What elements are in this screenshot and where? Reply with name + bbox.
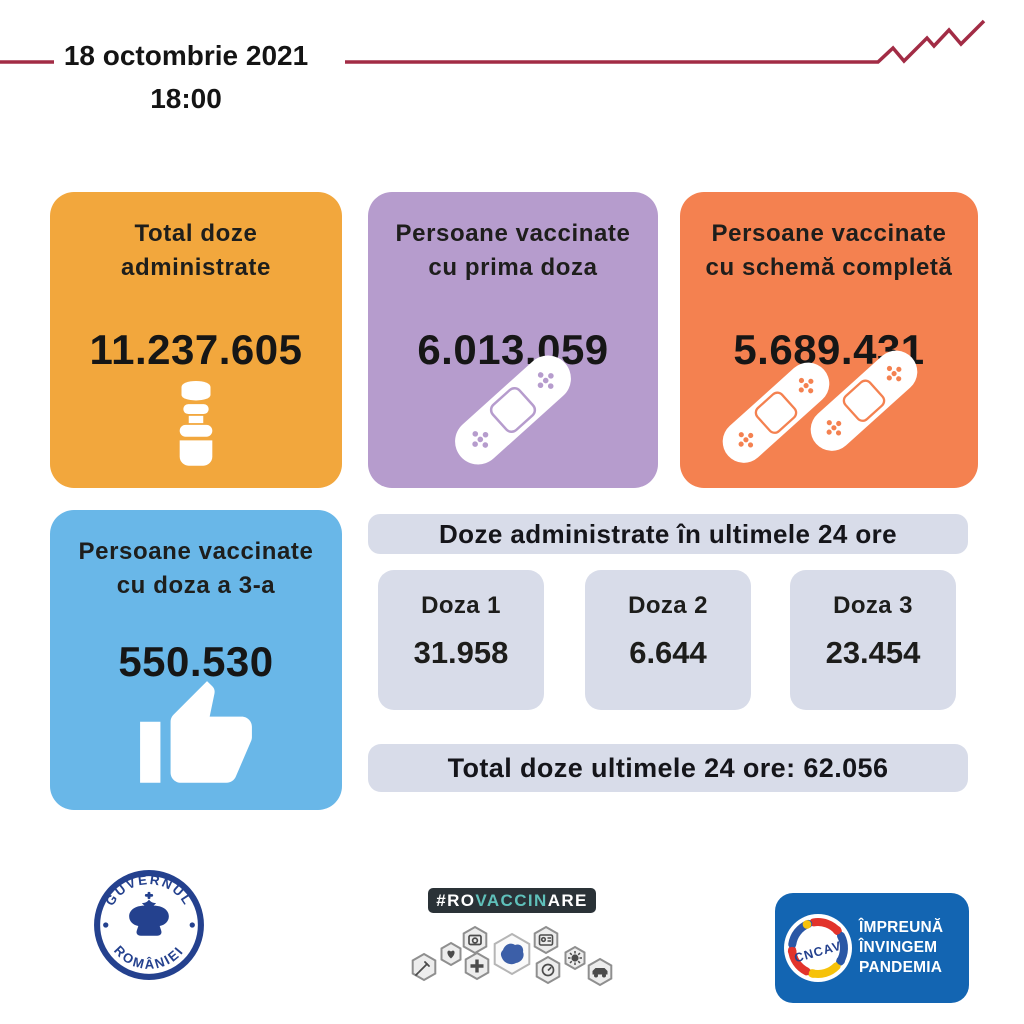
card-title-line2: administrate (121, 254, 271, 282)
coat-of-arms-icon (129, 891, 169, 936)
hexagon-romania-map-icon (493, 932, 531, 976)
hexagon-id-card-icon (533, 925, 559, 955)
card-title-line1: Persoane vaccinate (395, 220, 631, 247)
mini-card-label: Doza 1 (421, 592, 501, 619)
card-value: 6.013.059 (417, 326, 609, 373)
rovaccinare-suffix: ARE (547, 890, 588, 910)
hexagon-camera-icon (462, 925, 488, 955)
hexagon-heart-icon (440, 941, 462, 967)
card-title: Persoane vaccinate cu prima doza (368, 192, 658, 285)
double-bandage-icon (680, 342, 978, 476)
card-total-doses: Total doze administrate 11.237.605 (50, 192, 342, 488)
card-title-line2: cu prima doza (428, 254, 598, 282)
card-title: Persoane vaccinate cu doza a 3-a (50, 510, 342, 603)
mini-card-value: 6.644 (629, 635, 707, 670)
hexagon-gauge-icon (535, 955, 561, 985)
mini-card-label: Doza 3 (833, 592, 913, 619)
card-third-dose: Persoane vaccinate cu doza a 3-a 550.530 (50, 510, 342, 810)
cncav-emblem-icon: CNCAV (781, 914, 855, 985)
card-title-line1: Persoane vaccinate (78, 538, 314, 565)
card-title-line1: Persoane vaccinate (711, 220, 947, 247)
cncav-badge: CNCAV ÎMPREUNĂ ÎNVINGEM PANDEMIA (775, 893, 969, 1003)
hexagon-syringe-icon (411, 952, 437, 982)
rovaccinare-highlight: VACCIN (475, 890, 548, 910)
rovaccinare-prefix: #RO (436, 890, 476, 910)
card-title: Total doze administrate (50, 192, 342, 285)
government-of-romania-logo: GUVERNUL ROMÂNIEI (92, 868, 206, 987)
mini-card-doza-3: Doza 3 23.454 (790, 570, 956, 710)
mini-card-value: 31.958 (413, 635, 509, 670)
cncav-slogan-line2: ÎNVINGEM (859, 938, 938, 956)
card-title-line2: cu schemă completă (705, 254, 953, 282)
mini-card-label: Doza 2 (628, 592, 708, 619)
card-complete-schema: Persoane vaccinate cu schemă completă 5.… (680, 192, 978, 488)
rovaccinare-hashtag: #RO VACCIN ARE (428, 888, 596, 913)
trend-line-icon (0, 19, 986, 64)
cncav-slogan-line3: PANDEMIA (859, 959, 943, 977)
card-value: 11.237.605 (89, 326, 303, 373)
report-time: 18:00 (150, 83, 222, 115)
cncav-slogan-line1: ÎMPREUNĂ (859, 918, 944, 936)
banner-total-24h: Total doze ultimele 24 ore: 62.056 (368, 744, 968, 792)
hexagon-virus-icon (564, 945, 586, 971)
report-date: 18 octombrie 2021 (63, 40, 309, 71)
vial-icon (50, 376, 342, 472)
rovaccinare-hexagons (411, 925, 613, 987)
rovaccinare-logo: #RO VACCIN ARE (402, 888, 622, 998)
mini-card-doza-1: Doza 1 31.958 (378, 570, 544, 710)
report-datetime: 18 octombrie 2021 18:00 (58, 34, 314, 121)
card-title-line2: cu doza a 3-a (116, 572, 276, 600)
bandage-icon (368, 344, 658, 476)
thumbs-up-icon (50, 676, 342, 798)
card-title-line1: Total doze (134, 220, 258, 247)
card-value: 550.530 (118, 638, 274, 685)
card-title: Persoane vaccinate cu schemă completă (680, 192, 978, 285)
banner-last-24h: Doze administrate în ultimele 24 ore (368, 514, 968, 554)
card-first-dose: Persoane vaccinate cu prima doza 6.013.0… (368, 192, 658, 488)
hexagon-car-icon (587, 957, 613, 987)
cncav-slogan: ÎMPREUNĂ ÎNVINGEM PANDEMIA (859, 918, 943, 978)
mini-card-doza-2: Doza 2 6.644 (585, 570, 751, 710)
mini-card-value: 23.454 (825, 635, 921, 670)
hexagon-medical-cross-icon (464, 951, 490, 981)
